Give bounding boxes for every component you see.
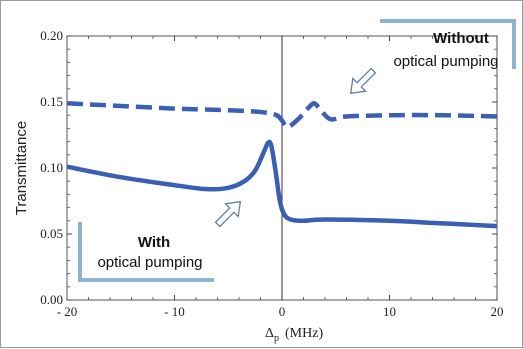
axis-ticks: - 20 - 10 0 10 20 0.00 0.05 0.10 0.15 0.20 xyxy=(40,28,503,319)
series-group xyxy=(66,101,498,229)
x-axis-label: Δp (MHz) xyxy=(265,326,323,344)
with-bold-label: With xyxy=(138,234,170,251)
annotation-without: Without optical pumping xyxy=(349,19,516,95)
arrow-without-icon xyxy=(349,67,377,95)
y-tick-label: 0.15 xyxy=(40,94,63,109)
annotation-with: With optical pumping xyxy=(78,200,242,282)
y-axis-label: Transmittance xyxy=(13,121,30,215)
x-tick-label: - 10 xyxy=(164,304,185,319)
x-tick-label: 0 xyxy=(279,304,286,319)
x-tick-label: 10 xyxy=(383,304,396,319)
y-tick-label: 0.05 xyxy=(40,226,63,241)
without-text-label: optical pumping xyxy=(393,53,498,70)
x-tick-label: 20 xyxy=(491,304,504,319)
bracket-left xyxy=(78,222,82,282)
y-tick-label: 0.10 xyxy=(40,160,63,175)
series-line-with-pumping xyxy=(66,139,498,229)
bracket-bottom xyxy=(78,278,214,282)
bracket-top xyxy=(380,19,516,23)
bracket-right xyxy=(512,19,516,69)
arrow-with-icon xyxy=(214,200,242,228)
with-text-label: optical pumping xyxy=(97,254,202,271)
y-tick-label: 0.00 xyxy=(40,292,63,307)
y-tick-label: 0.20 xyxy=(40,28,63,43)
series-line-without-pumping xyxy=(66,101,498,130)
x-tick-label: - 20 xyxy=(57,304,78,319)
without-bold-label: Without xyxy=(433,30,489,47)
